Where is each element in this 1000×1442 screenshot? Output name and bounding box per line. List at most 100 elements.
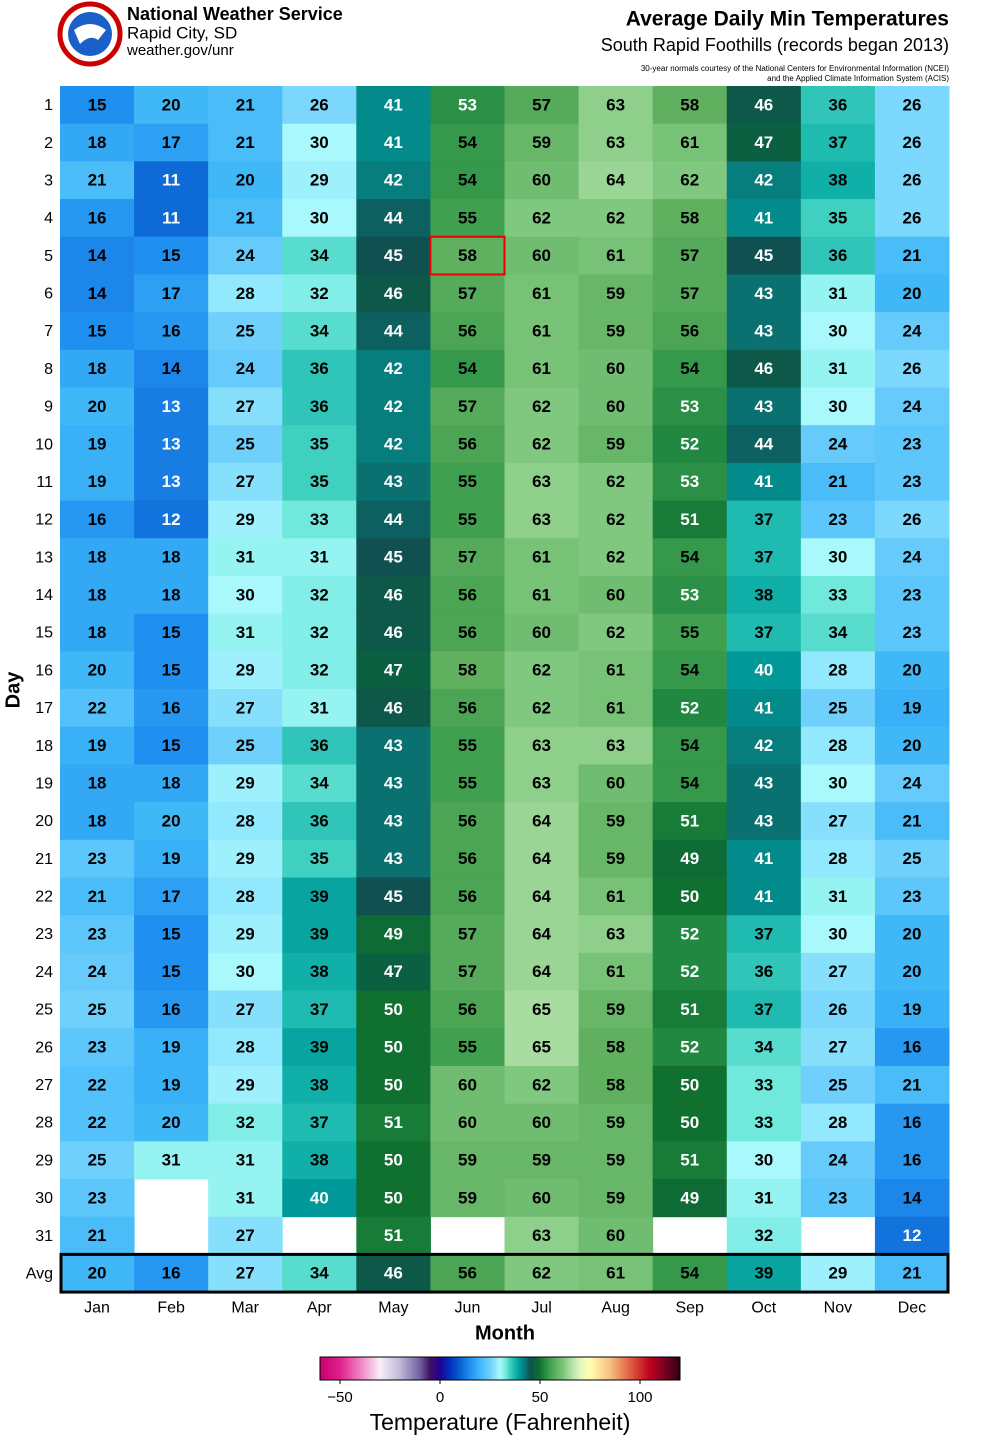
cell-label: 60 — [458, 1075, 477, 1094]
cell — [800, 387, 876, 426]
cell — [60, 1254, 135, 1293]
cell — [504, 312, 580, 351]
cell-label: 15 — [162, 246, 181, 265]
cell — [208, 1065, 283, 1105]
cell-label: 57 — [680, 246, 699, 265]
cell — [282, 651, 357, 690]
cell — [504, 161, 580, 200]
cell-label: 62 — [606, 208, 625, 227]
cell — [652, 123, 728, 162]
cell — [504, 877, 580, 916]
cell-label: 63 — [532, 510, 551, 529]
cell — [60, 1065, 135, 1105]
cell — [504, 915, 580, 954]
cell-label: 20 — [162, 95, 181, 114]
cell — [726, 1179, 802, 1218]
cell — [208, 1141, 283, 1180]
y-tick-label: 12 — [35, 512, 53, 529]
y-axis-label: Day — [2, 671, 24, 709]
cell-label: 51 — [384, 1226, 403, 1245]
agency: National Weather Service — [127, 4, 343, 24]
cell — [430, 236, 505, 275]
cell-label: 43 — [384, 472, 403, 491]
cell — [504, 990, 580, 1029]
cell — [60, 1216, 135, 1255]
cell-label: 17 — [162, 284, 181, 303]
cell — [282, 538, 357, 577]
cell-label: 61 — [606, 887, 625, 906]
x-tick-label: May — [378, 1299, 408, 1316]
cell-label: 39 — [310, 887, 329, 906]
cell — [134, 274, 209, 313]
cell — [282, 613, 357, 652]
cell-label: 49 — [680, 849, 699, 868]
cell — [800, 161, 876, 200]
cell — [356, 952, 431, 992]
cell-label: 30 — [310, 208, 329, 227]
cell — [578, 1216, 654, 1255]
cell-label: 16 — [902, 1113, 921, 1132]
cell — [60, 952, 135, 992]
cell — [800, 839, 876, 878]
cell-label: 54 — [680, 359, 699, 378]
cell — [134, 651, 209, 690]
cell — [652, 726, 728, 765]
cell-label: 24 — [902, 397, 921, 416]
cell-label: 23 — [88, 1038, 107, 1057]
cell — [874, 1065, 950, 1105]
cell-label: 61 — [606, 246, 625, 265]
cell-label: 23 — [88, 849, 107, 868]
cell-label: 23 — [902, 435, 921, 454]
cell — [282, 1028, 357, 1067]
cell — [578, 500, 654, 539]
cell — [134, 613, 209, 652]
cell-label: 56 — [458, 887, 477, 906]
cell-label: 45 — [754, 246, 773, 265]
cell-label: 19 — [902, 1000, 921, 1019]
cell — [874, 877, 950, 916]
cell-label: 33 — [754, 1075, 773, 1094]
cell-label: 20 — [88, 661, 107, 680]
cell — [208, 312, 283, 351]
cell-label: 39 — [310, 1038, 329, 1057]
cell-label: 21 — [902, 1264, 921, 1283]
cell-label: 55 — [680, 623, 699, 642]
y-tick-label: 1 — [44, 97, 53, 114]
cell-label: 52 — [680, 435, 699, 454]
cell — [60, 990, 135, 1029]
cell — [134, 199, 209, 238]
cell — [282, 86, 357, 125]
cell — [800, 575, 876, 615]
note: 30-year normals courtesy of the National… — [641, 64, 949, 73]
y-tick-label: 27 — [35, 1077, 53, 1094]
cell-label: 59 — [606, 435, 625, 454]
cell — [134, 1028, 209, 1067]
cell — [504, 1103, 580, 1142]
cell — [874, 500, 950, 539]
cell — [726, 802, 802, 841]
cell — [874, 1141, 950, 1180]
cell — [726, 349, 802, 389]
cell — [60, 1179, 135, 1218]
cell — [726, 387, 802, 426]
cell-label: 28 — [828, 849, 847, 868]
cell-label: 62 — [606, 510, 625, 529]
cell — [60, 199, 135, 238]
cell — [134, 689, 209, 728]
cell — [578, 199, 654, 238]
cell-label: 64 — [532, 887, 551, 906]
cell — [430, 387, 505, 426]
cell — [874, 575, 950, 615]
y-tick-label: 17 — [35, 700, 53, 717]
cell — [282, 839, 357, 878]
cell-label: 33 — [828, 585, 847, 604]
cell-label: 27 — [828, 811, 847, 830]
cell — [282, 199, 357, 238]
cell — [800, 915, 876, 954]
cell — [874, 199, 950, 238]
cell-label: 17 — [162, 887, 181, 906]
cell-label: 61 — [606, 1264, 625, 1283]
cell-label: 49 — [680, 1188, 699, 1207]
cell-label: 59 — [532, 133, 551, 152]
cell-label: 35 — [828, 208, 847, 227]
